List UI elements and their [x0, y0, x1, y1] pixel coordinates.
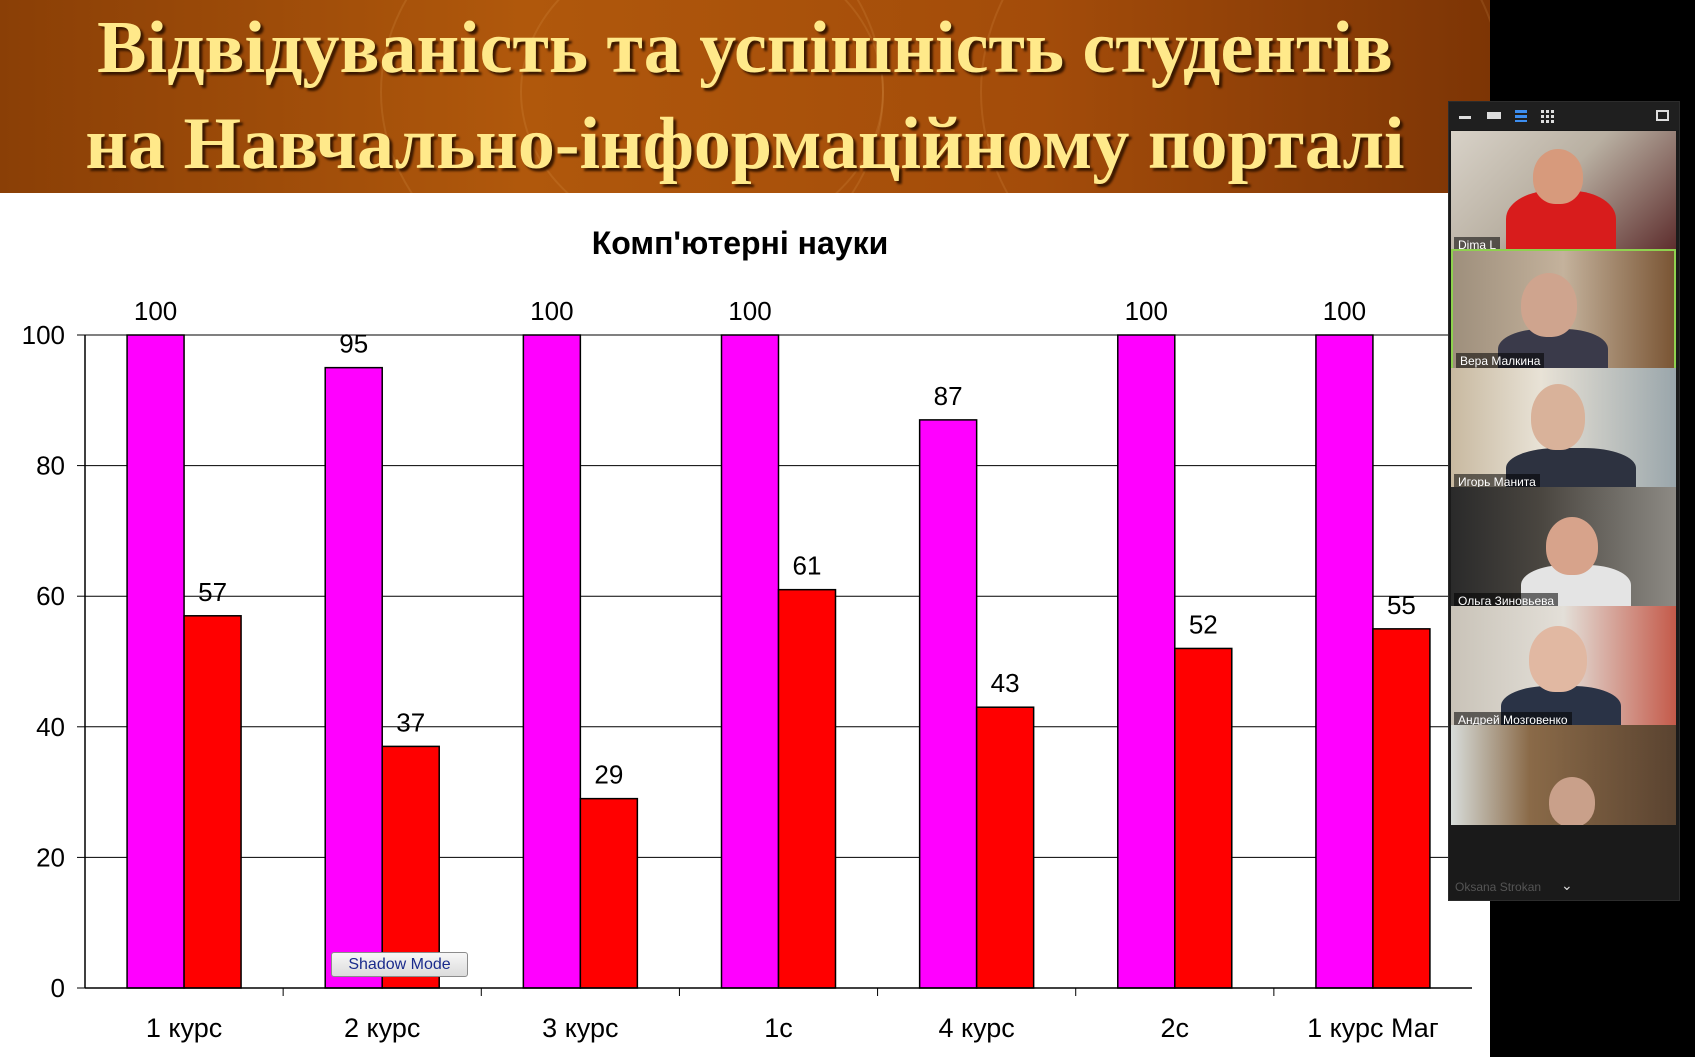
data-label: 87 — [934, 381, 963, 411]
data-label: 95 — [339, 329, 368, 359]
bar-chart: Комп'ютерні науки 0 20 40 60 80 100 1 курс 100 5… — [22, 225, 1472, 1043]
y-tick-label: 100 — [22, 320, 65, 350]
panel-toolbar — [1449, 102, 1679, 130]
category-label: 1с — [764, 1013, 793, 1043]
category-label: 2 курс — [344, 1013, 420, 1043]
data-label: 100 — [728, 296, 771, 326]
participant-tile-active[interactable]: Вера Малкина — [1451, 249, 1676, 373]
bar — [720, 334, 780, 989]
slide-title-line2: на Навчально-інформаційному порталі — [85, 103, 1405, 185]
participant-name: Ольга Зиновьева — [1454, 593, 1559, 609]
data-label: 100 — [1323, 296, 1366, 326]
participant-tile[interactable]: Ольга Зиновьева — [1451, 487, 1676, 611]
bar — [1315, 334, 1374, 989]
bar — [777, 588, 837, 989]
bar — [1372, 628, 1431, 989]
hide-video-icon[interactable] — [1487, 112, 1501, 119]
slide-title: Відвідуваність та успішність студентів н… — [0, 0, 1490, 192]
participant-tile[interactable]: Dima L — [1451, 131, 1676, 255]
panel-footer: Oksana Strokan ⌄ — [1449, 874, 1679, 900]
data-label: 57 — [198, 577, 227, 607]
data-label: 43 — [991, 668, 1020, 698]
gallery-view-icon[interactable] — [1541, 110, 1554, 123]
bar — [183, 615, 242, 989]
y-tick-label: 0 — [51, 973, 65, 1003]
y-tick-label: 20 — [36, 842, 65, 872]
title-banner: Відвідуваність та успішність студентів н… — [0, 0, 1490, 193]
bar — [975, 706, 1035, 989]
category-label: 2с — [1161, 1013, 1190, 1043]
bar — [579, 797, 639, 989]
bar — [126, 334, 185, 989]
y-tick-label: 40 — [36, 712, 65, 742]
data-label: 100 — [530, 296, 573, 326]
person-head — [1546, 517, 1598, 575]
category-label: 1 курс Маг — [1307, 1013, 1439, 1043]
person-head — [1549, 777, 1595, 825]
y-tick-label: 80 — [36, 451, 65, 481]
data-label: 100 — [1125, 296, 1168, 326]
person-head — [1533, 149, 1583, 204]
participant-tile[interactable]: Андрей Мозговенко — [1451, 606, 1676, 730]
chart-bars — [126, 334, 1431, 989]
shadow-mode-button[interactable]: Shadow Mode — [331, 952, 468, 977]
slide-title-line1: Відвідуваність та успішність студентів — [97, 7, 1393, 89]
participant-name: Андрей Мозговенко — [1454, 712, 1572, 728]
category-label: 4 курс — [938, 1013, 1014, 1043]
bar — [1117, 334, 1176, 989]
chart-labels: 0 20 40 60 80 100 1 курс 100 57 2 курс 95 37 3 курс 1… — [22, 296, 1439, 1043]
category-label: 1 курс — [146, 1013, 222, 1043]
data-label: 29 — [594, 760, 623, 790]
chart-title: Комп'ютерні науки — [592, 225, 889, 261]
person-head — [1529, 626, 1587, 692]
chart-axes — [77, 334, 1472, 996]
bar — [522, 334, 582, 989]
category-label: 3 курс — [542, 1013, 618, 1043]
minimize-icon[interactable] — [1459, 116, 1471, 119]
participant-tile[interactable] — [1451, 725, 1676, 825]
person-head — [1531, 384, 1585, 450]
participant-name: Oksana Strokan — [1455, 880, 1542, 894]
participant-name: Вера Малкина — [1456, 353, 1545, 369]
bar — [918, 419, 978, 989]
data-label: 100 — [134, 296, 177, 326]
participant-tile[interactable]: Игорь Манита — [1451, 368, 1676, 492]
bar — [381, 745, 440, 989]
presentation-slide: Відвідуваність та успішність студентів н… — [0, 0, 1490, 1057]
participant-name: Игорь Манита — [1454, 474, 1540, 490]
participant-panel: Dima L Вера Малкина Игорь Манита Ольга З… — [1448, 101, 1680, 901]
data-label: 37 — [396, 707, 425, 737]
person-head — [1521, 273, 1577, 337]
data-label: 55 — [1387, 590, 1416, 620]
speaker-view-icon[interactable] — [1515, 110, 1527, 122]
data-label: 61 — [793, 551, 822, 581]
exit-fullscreen-icon[interactable] — [1656, 110, 1669, 121]
chevron-down-icon[interactable]: ⌄ — [1561, 878, 1573, 894]
y-tick-label: 60 — [36, 581, 65, 611]
bar — [1174, 647, 1233, 989]
bar — [324, 366, 383, 989]
data-label: 52 — [1189, 609, 1218, 639]
